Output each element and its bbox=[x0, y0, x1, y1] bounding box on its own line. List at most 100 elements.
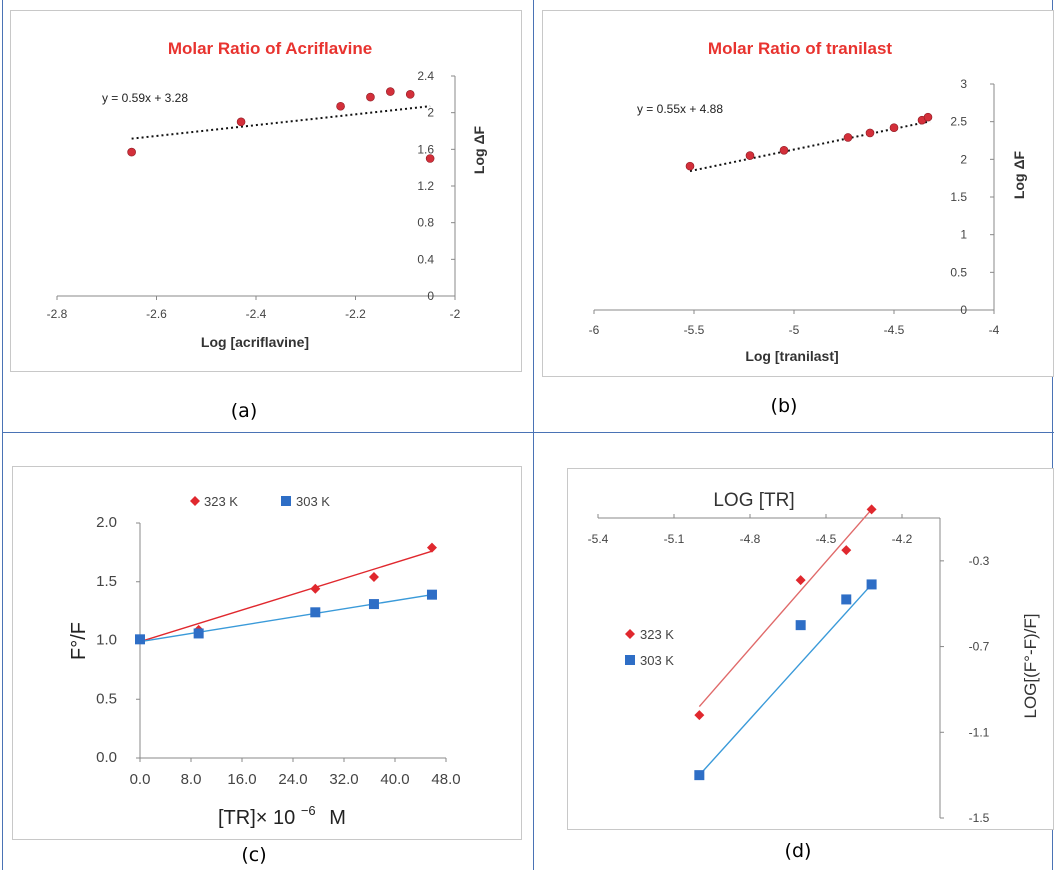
chart-c-x-tick-label: 48.0 bbox=[431, 771, 460, 788]
chart-c-point-0 bbox=[310, 583, 321, 594]
chart-b-trendline bbox=[689, 120, 931, 173]
chart-d-point-1 bbox=[694, 770, 705, 781]
chart-c-xlabel-sup: −6 bbox=[301, 803, 316, 818]
chart-a-x-tick-label: -2.6 bbox=[146, 307, 167, 321]
legend-c-323-marker bbox=[190, 496, 200, 506]
chart-c-y-tick-label: 2.0 bbox=[96, 514, 117, 531]
chart-d-x-tick-label: -4.8 bbox=[740, 532, 761, 546]
chart-c-y-tick-label: 1.0 bbox=[96, 632, 117, 649]
chart-a-point bbox=[336, 101, 345, 111]
chart-b-x-tick-label: -4.5 bbox=[884, 323, 905, 337]
chart-a-y-tick-label: 1.6 bbox=[417, 142, 434, 156]
frame-vertical-divider bbox=[533, 0, 534, 870]
chart-a-point bbox=[127, 147, 136, 157]
chart-b-point bbox=[685, 161, 695, 171]
legend-c-303-label: 303 K bbox=[296, 494, 330, 509]
chart-a-title: Molar Ratio of Acriflavine bbox=[168, 39, 372, 58]
chart-d-x-tick-label: -4.2 bbox=[892, 532, 913, 546]
caption-c: (c) bbox=[241, 844, 267, 866]
chart-b-y-tick-label: 2.5 bbox=[950, 115, 967, 129]
chart-c-x-tick-label: 8.0 bbox=[181, 771, 202, 788]
chart-a-point bbox=[236, 117, 246, 127]
chart-c-fit-line-0 bbox=[139, 550, 433, 643]
legend-d-323-label: 323 K bbox=[640, 627, 674, 642]
chart-c-y-tick-label: 0.0 bbox=[96, 749, 117, 766]
chart-b-x-tick-label: -4 bbox=[989, 323, 1000, 337]
chart-a-ylabel: Log ΔF bbox=[471, 125, 487, 174]
chart-c-point-1 bbox=[310, 607, 321, 618]
caption-d: (d) bbox=[784, 840, 812, 862]
chart-c-x-tick-label: 16.0 bbox=[227, 771, 256, 788]
chart-c-point-1 bbox=[368, 599, 379, 610]
legend-c-323-label: 323 K bbox=[204, 494, 238, 509]
chart-a: Molar Ratio of Acriflavine y = 0.59x + 3… bbox=[47, 39, 487, 350]
chart-b: Molar Ratio of tranilast y = 0.55x + 4.8… bbox=[589, 39, 1027, 364]
chart-d-point-1 bbox=[866, 579, 877, 590]
chart-a-y-tick-label: 1.2 bbox=[417, 179, 434, 193]
chart-d-y-tick-label: -0.7 bbox=[969, 640, 990, 654]
chart-a-x-tick-label: -2.8 bbox=[47, 307, 68, 321]
chart-b-title: Molar Ratio of tranilast bbox=[708, 39, 893, 58]
chart-a-equation: y = 0.59x + 3.28 bbox=[102, 91, 188, 105]
chart-b-x-tick-label: -5 bbox=[789, 323, 800, 337]
chart-b-point bbox=[923, 112, 933, 122]
chart-b-ylabel: Log ΔF bbox=[1011, 150, 1027, 199]
chart-b-point bbox=[865, 128, 875, 138]
frame-horizontal-divider bbox=[2, 432, 1054, 433]
chart-c-x-tick-label: 32.0 bbox=[329, 771, 358, 788]
chart-b-x-tick-label: -5.5 bbox=[684, 323, 705, 337]
chart-d-y-tick-label: -0.3 bbox=[969, 554, 990, 568]
chart-a-y-tick-label: 2 bbox=[427, 106, 434, 120]
chart-a-y-tick-label: 2.4 bbox=[417, 69, 434, 83]
chart-d-x-tick-label: -4.5 bbox=[816, 532, 837, 546]
chart-d-y-tick-label: -1.1 bbox=[969, 725, 990, 739]
chart-a-trendline bbox=[131, 105, 431, 140]
panel-c-box bbox=[12, 466, 522, 840]
panel-a-box bbox=[10, 10, 522, 372]
chart-a-y-tick-label: 0 bbox=[427, 289, 434, 303]
chart-a-y-tick-label: 0.8 bbox=[417, 216, 434, 230]
chart-c-y-tick-label: 0.5 bbox=[96, 690, 117, 707]
chart-c-fit-line-1 bbox=[139, 593, 433, 643]
chart-a-point bbox=[405, 90, 415, 99]
chart-b-point bbox=[843, 133, 853, 142]
chart-b-point bbox=[745, 151, 755, 160]
chart-d-y-tick-label: -1.5 bbox=[969, 811, 990, 825]
chart-d-point-0 bbox=[694, 710, 705, 721]
chart-c-x-tick-label: 0.0 bbox=[130, 771, 151, 788]
chart-c-point-1 bbox=[426, 589, 437, 600]
chart-c-xlabel-unit: M bbox=[329, 807, 346, 829]
chart-d-point-1 bbox=[841, 594, 852, 605]
panel-d-box bbox=[567, 468, 1054, 830]
chart-d-x-tick-label: -5.1 bbox=[664, 532, 685, 546]
chart-c-x-tick-label: 40.0 bbox=[380, 771, 409, 788]
chart-a-y-tick-label: 0.4 bbox=[417, 252, 434, 266]
legend-d-303-label: 303 K bbox=[640, 653, 674, 668]
chart-c: 323 K 303 K F°/F [TR]× 10 −6 M 0.0 8.0 16.… bbox=[68, 494, 461, 829]
legend-c-303-marker bbox=[281, 496, 291, 506]
chart-c-xlabel: [TR]× 10 −6 M bbox=[218, 798, 346, 829]
chart-d-fit-line-0 bbox=[698, 508, 873, 708]
chart-d-fit-line-1 bbox=[698, 583, 873, 776]
chart-a-point bbox=[386, 87, 395, 96]
chart-a-x-tick-label: -2 bbox=[450, 307, 461, 321]
chart-b-point bbox=[779, 145, 789, 155]
chart-d-point-1 bbox=[795, 620, 806, 631]
panel-b-box bbox=[542, 10, 1054, 377]
chart-a-xlabel: Log [acriflavine] bbox=[201, 334, 309, 350]
frame-left-line bbox=[2, 0, 3, 870]
chart-b-point bbox=[889, 123, 899, 132]
chart-c-y-tick-label: 1.5 bbox=[96, 573, 117, 590]
chart-b-y-tick-label: 2 bbox=[960, 152, 967, 166]
chart-c-point-1 bbox=[135, 634, 145, 645]
chart-d-point-0 bbox=[841, 545, 852, 556]
chart-b-y-tick-label: 1.5 bbox=[950, 190, 967, 204]
chart-b-xlabel: Log [tranilast] bbox=[745, 348, 838, 364]
frame-right-line bbox=[1052, 0, 1053, 870]
legend-d-303-marker bbox=[625, 655, 635, 665]
chart-b-y-tick-label: 0 bbox=[960, 303, 967, 317]
chart-d-ylabel: LOG[(F°-F)/F] bbox=[1021, 613, 1040, 718]
chart-c-ylabel: F°/F bbox=[68, 622, 90, 660]
chart-c-x-tick-label: 24.0 bbox=[278, 771, 307, 788]
